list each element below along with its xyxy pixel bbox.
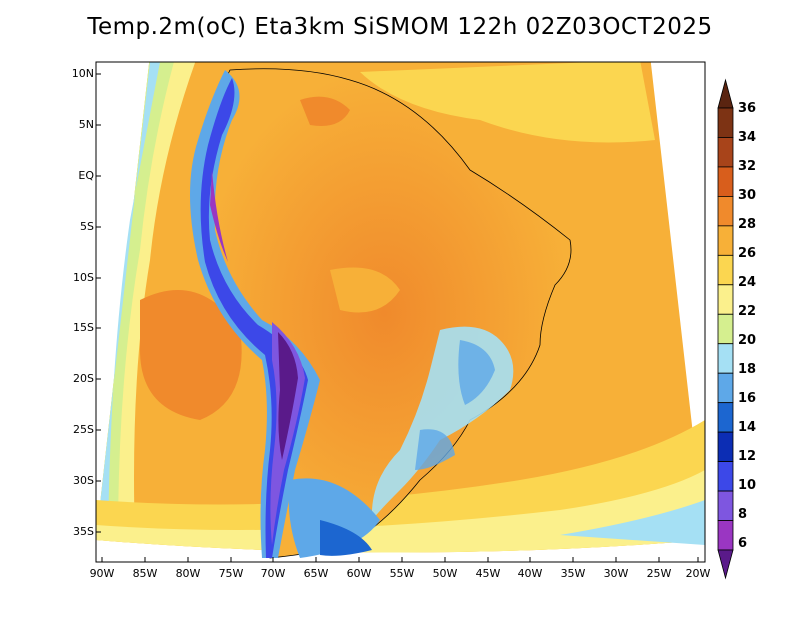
colorbar-bottom-triangle bbox=[717, 549, 734, 580]
map-title: Temp.2m(oC) Eta3km SiSMOM 122h 02Z03OCT2… bbox=[87, 14, 713, 40]
lat-label-5n: 5N bbox=[78, 118, 94, 131]
colorbar-segment bbox=[717, 195, 734, 227]
lon-label-50w: 50W bbox=[432, 567, 458, 580]
lat-ticks bbox=[96, 73, 101, 533]
plot-frame bbox=[95, 61, 706, 563]
colorbar-label-34: 34 bbox=[738, 130, 757, 145]
temperature-field bbox=[96, 62, 705, 559]
colorbar-segment bbox=[717, 431, 734, 462]
colorbar-label-20: 20 bbox=[738, 333, 757, 348]
colorbar-segment bbox=[717, 166, 734, 197]
colorbar-label-18: 18 bbox=[738, 362, 757, 377]
colorbar-segment bbox=[717, 225, 734, 256]
lat-label-10n: 10N bbox=[71, 67, 94, 80]
colorbar-segment bbox=[717, 284, 734, 315]
colorbar-label-16: 16 bbox=[738, 391, 757, 406]
lon-label-45w: 45W bbox=[475, 567, 501, 580]
lat-label-30s: 30S bbox=[73, 474, 94, 487]
colorbar-label-32: 32 bbox=[738, 159, 757, 174]
colorbar-segment bbox=[717, 372, 734, 404]
lon-label-25w: 25W bbox=[646, 567, 672, 580]
warm-pacific bbox=[140, 290, 242, 420]
colorbar-label-8: 8 bbox=[738, 507, 748, 522]
colorbar-top-triangle bbox=[717, 78, 734, 109]
colorbar-segment bbox=[717, 520, 734, 551]
lon-label-40w: 40W bbox=[517, 567, 543, 580]
colorbar-segment bbox=[717, 461, 734, 492]
lon-label-80w: 80W bbox=[175, 567, 201, 580]
lat-label-25s: 25S bbox=[73, 423, 94, 436]
colorbar-segment bbox=[717, 343, 734, 374]
colorbar-label-30: 30 bbox=[738, 188, 757, 203]
colorbar-label-24: 24 bbox=[738, 275, 757, 290]
colorbar-label-6: 6 bbox=[738, 536, 748, 551]
lon-ticks bbox=[101, 557, 699, 562]
lon-label-75w: 75W bbox=[218, 567, 244, 580]
lon-label-70w: 70W bbox=[260, 567, 286, 580]
colorbar-label-10: 10 bbox=[738, 478, 757, 493]
lat-label-35s: 35S bbox=[73, 525, 94, 538]
lon-label-20w: 20W bbox=[685, 567, 711, 580]
colorbar-label-26: 26 bbox=[738, 246, 757, 261]
lon-label-55w: 55W bbox=[389, 567, 415, 580]
colorbar-segment bbox=[717, 313, 734, 345]
colorbar-label-28: 28 bbox=[738, 217, 757, 232]
colorbar-segment bbox=[717, 254, 734, 286]
colorbar-label-36: 36 bbox=[738, 101, 757, 116]
lon-label-90w: 90W bbox=[89, 567, 115, 580]
colorbar-segment bbox=[717, 490, 734, 521]
lon-label-35w: 35W bbox=[560, 567, 586, 580]
lat-label-20s: 20S bbox=[73, 372, 94, 385]
lat-label-eq: EQ bbox=[78, 169, 94, 182]
colorbar-segment bbox=[717, 402, 734, 433]
colorbar-label-14: 14 bbox=[738, 420, 757, 435]
colorbar-segment bbox=[717, 137, 734, 168]
colorbar bbox=[717, 78, 734, 580]
lon-label-65w: 65W bbox=[303, 567, 329, 580]
colorbar-segment bbox=[717, 107, 734, 138]
lon-label-30w: 30W bbox=[603, 567, 629, 580]
colorbar-label-22: 22 bbox=[738, 304, 757, 319]
colorbar-label-12: 12 bbox=[738, 449, 757, 464]
lat-label-10s: 10S bbox=[73, 271, 94, 284]
lon-label-85w: 85W bbox=[132, 567, 158, 580]
lat-label-15s: 15S bbox=[73, 321, 94, 334]
lon-label-60w: 60W bbox=[346, 567, 372, 580]
lat-label-5s: 5S bbox=[80, 220, 94, 233]
